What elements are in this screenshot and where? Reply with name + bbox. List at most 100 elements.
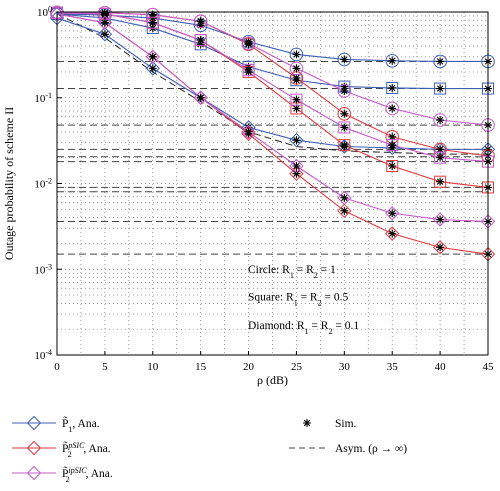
point-p2ip-square — [146, 16, 159, 29]
point-p2ip-diamond — [145, 49, 160, 65]
sim-point — [436, 145, 445, 154]
sim-point — [292, 50, 301, 59]
sim-point — [340, 206, 349, 215]
sim-point — [388, 104, 397, 113]
y-tick-base: 10 — [34, 264, 46, 276]
point-p2ip-square — [338, 121, 351, 134]
sim-point — [292, 64, 301, 73]
point-p1-diamond — [97, 27, 113, 42]
sim-point — [196, 40, 205, 49]
legend-superscript: ipSIC — [68, 466, 87, 475]
sim-point — [292, 73, 301, 82]
y-tick-label: 100 — [37, 5, 52, 20]
point-p2-diamond — [385, 226, 400, 241]
sim-point — [388, 56, 397, 65]
point-p2-diamond — [432, 240, 448, 255]
y-tick-base: 10 — [34, 179, 46, 191]
annotation-label: Diamond: R — [248, 320, 305, 332]
legend-main: P̃ — [62, 416, 68, 430]
y-tick-exponent: -1 — [45, 90, 52, 99]
y-tick-exponent: -2 — [45, 176, 52, 185]
sim-point — [148, 18, 157, 27]
sim-point — [340, 109, 349, 118]
sim-point — [100, 9, 109, 18]
point-p2ip-diamond — [432, 212, 448, 227]
point-p1-diamond — [337, 139, 352, 154]
sim-point — [244, 66, 253, 75]
sim-point — [340, 86, 349, 95]
annotation-subscript: 1 — [290, 271, 294, 280]
x-tick-label: 30 — [339, 361, 351, 373]
annotation-subscript: 2 — [314, 271, 318, 280]
sim-point — [388, 141, 397, 150]
point-p2-square — [434, 175, 447, 188]
series-line-p2ip-diamond — [56, 13, 489, 223]
point-p1-circle — [433, 54, 447, 69]
annotation-subscript: 1 — [305, 327, 309, 336]
x-axis-ticks: 0 5 10 15 20 25 30 35 40 45 — [54, 351, 494, 373]
sim-point — [100, 18, 109, 27]
legend-label: P̃1, Ana. — [62, 416, 100, 434]
series-lines — [56, 11, 489, 255]
sim-point — [292, 136, 301, 145]
sim-point — [436, 243, 445, 252]
series-line-p1-square — [56, 13, 488, 90]
point-p2ip-diamond — [193, 90, 208, 105]
legend-main: Asym. (ρ → ∞) — [335, 443, 407, 455]
annotation-tail: = 0.1 — [332, 320, 359, 332]
y-axis-label: Outage probability of scheme II — [2, 107, 16, 260]
legend-marker — [26, 440, 42, 456]
annotation-text: Diamond: R1 = R2 = 0.1 — [248, 320, 359, 336]
x-tick-label: 20 — [243, 361, 255, 373]
legend-label: Sim. — [335, 418, 357, 430]
series-line-p1-circle — [56, 13, 488, 63]
asymptote-curve — [56, 13, 488, 155]
asymptote-lines — [56, 13, 488, 255]
point-p2ip-circle — [241, 36, 256, 51]
legend-subscript: 2 — [68, 450, 72, 459]
annotation-text: Square: R1 = R2 = 0.5 — [248, 292, 348, 308]
y-tick-label: 10-3 — [34, 262, 52, 277]
y-tick-base: 10 — [37, 7, 49, 19]
legend: P̃1, Ana.P̃pSIC 2, Ana.P̃ipSIC 2, Ana.Sim.… — [12, 416, 407, 484]
sim-point — [388, 161, 397, 170]
point-p2ip-square — [386, 139, 399, 152]
point-p2ip-circle — [433, 113, 447, 127]
annotation-mid: = R — [298, 292, 318, 304]
point-p2ip-square — [194, 34, 207, 47]
point-p2ip-circle — [385, 101, 400, 116]
sim-point — [148, 52, 157, 61]
point-p2-circle — [337, 106, 352, 121]
x-tick-label: 0 — [54, 361, 60, 373]
sim-point — [388, 132, 397, 141]
point-p2-square — [386, 159, 399, 172]
sim-point — [436, 116, 445, 125]
sim-point — [148, 10, 157, 19]
series-markers — [49, 5, 496, 262]
point-p1-diamond — [145, 61, 160, 76]
legend-marker — [26, 465, 42, 481]
legend-marker — [26, 415, 42, 431]
series-line-p2ip-circle — [56, 11, 489, 126]
point-p1-circle — [289, 47, 304, 62]
sim-point — [388, 83, 397, 92]
sim-point — [388, 209, 397, 218]
x-axis-label: ρ (dB) — [257, 373, 288, 387]
annotation-mid: = R — [294, 264, 314, 276]
y-tick-exponent: 0 — [48, 5, 52, 14]
legend-label: P̃ipSIC 2 , Ana. — [62, 466, 113, 484]
point-p2ip-circle — [289, 61, 304, 76]
legend-tail: , Ana. — [72, 418, 99, 430]
sim-point — [100, 14, 109, 23]
annotation-label: Circle: R — [248, 264, 290, 276]
sim-point — [340, 82, 349, 91]
legend-main: P̃ — [62, 466, 68, 480]
annotation-mid: = R — [309, 320, 329, 332]
legend-superscript: pSIC — [67, 441, 85, 450]
sim-point — [196, 21, 205, 30]
sim-point — [244, 127, 253, 136]
point-p2-diamond — [241, 126, 256, 141]
